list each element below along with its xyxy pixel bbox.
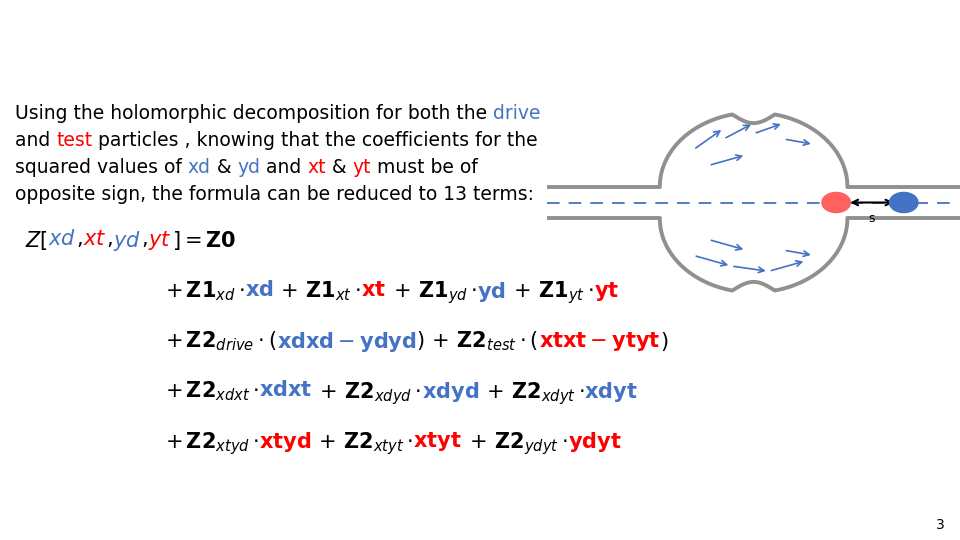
Text: test: test [57,131,92,150]
Text: $)$: $)$ [660,329,668,353]
Text: $xd$: $xd$ [48,230,76,249]
Text: xd: xd [188,158,211,177]
Text: $Z[$: $Z[$ [25,230,48,253]
Text: yd: yd [237,158,260,177]
Text: must be of: must be of [372,158,478,177]
Text: drive: drive [493,104,540,123]
Text: $+\,\mathbf{Z1}_{xd}\cdot$: $+\,\mathbf{Z1}_{xd}\cdot$ [165,280,245,303]
Text: $+\,\mathbf{Z2}_{xdxt}\cdot$: $+\,\mathbf{Z2}_{xdxt}\cdot$ [165,380,259,403]
Text: $] = \mathbf{Z0}$: $] = \mathbf{Z0}$ [172,230,236,253]
Text: $)\,+\,\mathbf{Z2}_{test}\cdot($: $)\,+\,\mathbf{Z2}_{test}\cdot($ [417,329,539,353]
Text: $\mathbf{xt}$: $\mathbf{xt}$ [361,280,386,300]
Text: $\,+\,\mathbf{Z1}_{xt}\cdot$: $\,+\,\mathbf{Z1}_{xt}\cdot$ [274,280,361,303]
Text: xt: xt [308,158,326,177]
Text: $\,+\,\mathbf{Z2}_{xtyt}\cdot$: $\,+\,\mathbf{Z2}_{xtyt}\cdot$ [311,430,414,457]
Text: and: and [260,158,308,177]
Text: $\mathbf{xdyt}$: $\mathbf{xdyt}$ [585,380,638,404]
Text: $\mathbf{ydyt}$: $\mathbf{ydyt}$ [567,430,621,454]
Text: $\mathbf{yt}$: $\mathbf{yt}$ [593,280,619,302]
Text: $\,+\,\mathbf{Z2}_{xdyd}\cdot$: $\,+\,\mathbf{Z2}_{xdyd}\cdot$ [313,380,421,407]
Text: Using the holomorphic decomposition for both the: Using the holomorphic decomposition for … [15,104,493,123]
Text: squared values of: squared values of [15,158,188,177]
Text: New formula for longitudinal beam impedance: New formula for longitudinal beam impeda… [17,21,815,50]
Text: $yd$: $yd$ [113,230,141,253]
Text: $\mathbf{xdxt}$: $\mathbf{xdxt}$ [259,380,313,400]
Text: $,$: $,$ [107,230,113,249]
Text: yt: yt [353,158,372,177]
Text: $\,+\,\mathbf{Z1}_{yd}\cdot$: $\,+\,\mathbf{Z1}_{yd}\cdot$ [386,280,477,306]
Text: $\mathbf{xdyd}$: $\mathbf{xdyd}$ [421,380,479,404]
Circle shape [822,192,851,213]
Text: $\mathbf{xtyd}$: $\mathbf{xtyd}$ [259,430,311,454]
Text: $+\,\mathbf{Z2}_{drive}\cdot($: $+\,\mathbf{Z2}_{drive}\cdot($ [165,329,276,353]
Circle shape [890,192,918,213]
Text: s: s [869,212,876,225]
Text: $\,+\,\mathbf{Z2}_{xdyt}\cdot$: $\,+\,\mathbf{Z2}_{xdyt}\cdot$ [479,380,585,407]
Text: $\mathbf{xd}$: $\mathbf{xd}$ [245,280,274,300]
Text: opposite sign, the formula can be reduced to 13 terms:: opposite sign, the formula can be reduce… [15,185,534,205]
Text: $\mathbf{xdxd}-\mathbf{ydyd}$: $\mathbf{xdxd}-\mathbf{ydyd}$ [276,329,417,354]
Text: $\,+\,\mathbf{Z1}_{yt}\cdot$: $\,+\,\mathbf{Z1}_{yt}\cdot$ [506,280,593,306]
Text: $\mathbf{xtxt}-\mathbf{ytyt}$: $\mathbf{xtxt}-\mathbf{ytyt}$ [539,329,660,353]
Text: &: & [211,158,237,177]
Text: and: and [15,131,57,150]
Text: particles , knowing that the coefficients for the: particles , knowing that the coefficient… [92,131,538,150]
Text: $\mathbf{yd}$: $\mathbf{yd}$ [477,280,506,303]
Text: $yt$: $yt$ [148,230,172,253]
Text: $+\,\mathbf{Z2}_{xtyd}\cdot$: $+\,\mathbf{Z2}_{xtyd}\cdot$ [165,430,259,457]
Text: $\mathbf{xtyt}$: $\mathbf{xtyt}$ [414,430,462,453]
Text: 3: 3 [936,518,945,532]
Text: $,$: $,$ [141,230,148,249]
Text: &: & [326,158,353,177]
Text: $xt$: $xt$ [83,230,107,249]
Text: $,$: $,$ [76,230,83,249]
Text: $\,+\,\mathbf{Z2}_{ydyt}\cdot$: $\,+\,\mathbf{Z2}_{ydyt}\cdot$ [462,430,567,457]
